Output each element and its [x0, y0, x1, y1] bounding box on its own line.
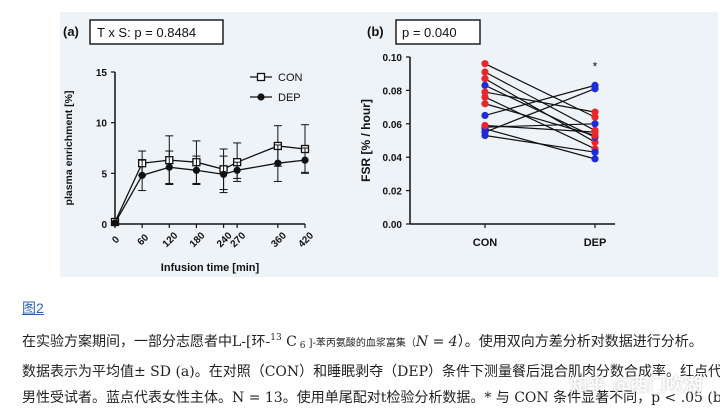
- caption-line-1: 在实验方案期间，一部分志愿者中L-[环-13 C 6 ]-苯丙氨酸的血浆富集（N…: [22, 325, 712, 359]
- panel-b-pair-line: [484, 124, 596, 133]
- panel-a-ytick-label: 15: [96, 68, 108, 79]
- panel-a-line-con: [114, 145, 306, 223]
- panel-b-point-con: [481, 60, 489, 68]
- panel-a-point-dep: [165, 163, 173, 171]
- panel-b-point-dep: [591, 85, 599, 93]
- caption-line-2: 数据表示为平均值± SD (a)。在对照（CON）和睡眠剥夺（DEP）条件下测量…: [22, 364, 720, 380]
- panel-b-category-label: DEP: [584, 237, 607, 249]
- legend-marker: [257, 93, 265, 101]
- panel-b-pair-line: [484, 91, 596, 113]
- panel-b-pair-line: [484, 84, 596, 117]
- panel-b-pair-line: [484, 103, 596, 137]
- panel-b-point-con: [481, 75, 489, 83]
- panel-b-ytick-label: 0.08: [383, 86, 403, 97]
- panel-b-point-dep: [591, 148, 599, 156]
- panel-b-point-con: [481, 93, 489, 101]
- panel-b-ytick-label: 0.00: [383, 220, 403, 231]
- panel-b-pair-line: [484, 96, 596, 150]
- panel-b-ytick-label: 0.04: [383, 153, 403, 164]
- panel-b-point-con: [481, 111, 489, 120]
- panel-a-xtick-label: 60: [136, 232, 152, 248]
- caption-line1-mid: C: [281, 334, 297, 350]
- panel-a-point-dep: [301, 156, 309, 164]
- legend-label: DEP: [278, 92, 301, 104]
- panel-a-xtick-label: 420: [296, 230, 316, 250]
- panel-a-point-dep: [219, 170, 228, 178]
- panel-a-header: T x S: p = 0.8484: [97, 25, 196, 40]
- panel-b-point-con: [481, 100, 489, 108]
- panel-b-category-label: CON: [473, 237, 498, 249]
- panel-b-point-dep: [591, 138, 599, 146]
- panel-b-significance: *: [593, 59, 598, 73]
- panel-b-ytick-label: 0.02: [383, 187, 403, 198]
- panel-a-line-dep: [114, 159, 306, 224]
- panel-b-ylabel: FSR [% / hour]: [359, 99, 373, 182]
- panel-b-pair-lines: [484, 63, 596, 160]
- panel-a-legend: CON DEP: [250, 72, 303, 104]
- figure-link[interactable]: 图2: [22, 300, 44, 316]
- figure-panel: (a) T x S: p = 0.8484 0 5 10 15 0 60 120 180 240 27…: [60, 12, 718, 277]
- panel-b-ytick-label: 0.06: [383, 120, 403, 131]
- panel-b-point-dep: [591, 108, 599, 116]
- panel-a-xtick-label: 0: [110, 234, 122, 246]
- panel-b-point-dep: [591, 113, 599, 121]
- caption-line1-sub: 6: [296, 341, 306, 351]
- panel-b-pair-line: [484, 134, 596, 153]
- panel-a-point-dep: [138, 171, 146, 179]
- panel-a-xtick-label: 180: [188, 230, 208, 250]
- legend-marker: [256, 72, 266, 82]
- caption-line1-pre: 在实验方案期间，一部分志愿者中L-[环-: [22, 334, 271, 350]
- panel-b-point-dep: [591, 120, 599, 128]
- panel-a-point-dep: [274, 159, 282, 167]
- panel-a-point-dep: [233, 166, 241, 174]
- panel-b: (b) p = 0.040 0.00 0.02 0.04 0.06 0.08 0.10 CON D…: [359, 19, 615, 249]
- panel-b-point-con: [481, 88, 489, 96]
- panel-b-header: p = 0.040: [402, 25, 457, 40]
- caption-line-3: 男性受试者。蓝点代表女性主体。N = 13。使用单尾配对t检验分析数据。* 与 …: [22, 390, 720, 406]
- panel-b-pair-line: [484, 84, 596, 138]
- panel-a-ytick-label: 0: [101, 220, 107, 231]
- panel-a-ytick-label: 5: [101, 169, 107, 180]
- panel-a-series-dep: [111, 144, 309, 227]
- panel-b-point-dep: [591, 155, 599, 163]
- caption-line1-n: N = 4: [415, 334, 458, 350]
- panel-a-xtick-label: 270: [229, 230, 249, 250]
- panel-a-xtick-label: 360: [269, 230, 289, 250]
- panel-a-header-box: [89, 19, 224, 45]
- panel-b-pair-line: [484, 71, 596, 132]
- caption-line1-small: ]-苯丙氨酸的血浆富集（: [305, 338, 416, 349]
- panel-a-xlabel: Infusion time [min]: [161, 262, 260, 274]
- legend-label: CON: [278, 72, 303, 84]
- panel-b-point-con: [481, 68, 489, 76]
- panel-b-point-con: [481, 81, 489, 89]
- panel-b-pair-line: [484, 88, 596, 133]
- watermark: 知乎 @西门吹湖: [569, 375, 702, 396]
- panel-b-point-dep: [591, 128, 599, 136]
- panel-a-label: (a): [63, 24, 79, 39]
- panel-b-header-box: [395, 19, 481, 45]
- figure-caption: 在实验方案期间，一部分志愿者中L-[环-13 C 6 ]-苯丙氨酸的血浆富集（N…: [22, 325, 720, 411]
- panel-b-ytick-label: 0.10: [383, 53, 403, 64]
- panel-a-point-dep: [111, 219, 119, 227]
- panel-b-point-con: [481, 121, 489, 130]
- caption-line1-post: ）。使用双向方差分析对数据进行分析。: [457, 334, 703, 350]
- panel-a-ytick-label: 10: [96, 119, 108, 130]
- panel-a-point-dep: [192, 166, 201, 174]
- panel-a-xtick-label: 120: [161, 230, 181, 250]
- caption-line1-sup: 13: [270, 333, 282, 343]
- panel-b-points: [481, 60, 599, 163]
- panel-b-label: (b): [367, 24, 384, 39]
- panel-a-ylabel: plasma enrichment [%]: [63, 91, 75, 206]
- panel-b-point-con: [481, 131, 489, 140]
